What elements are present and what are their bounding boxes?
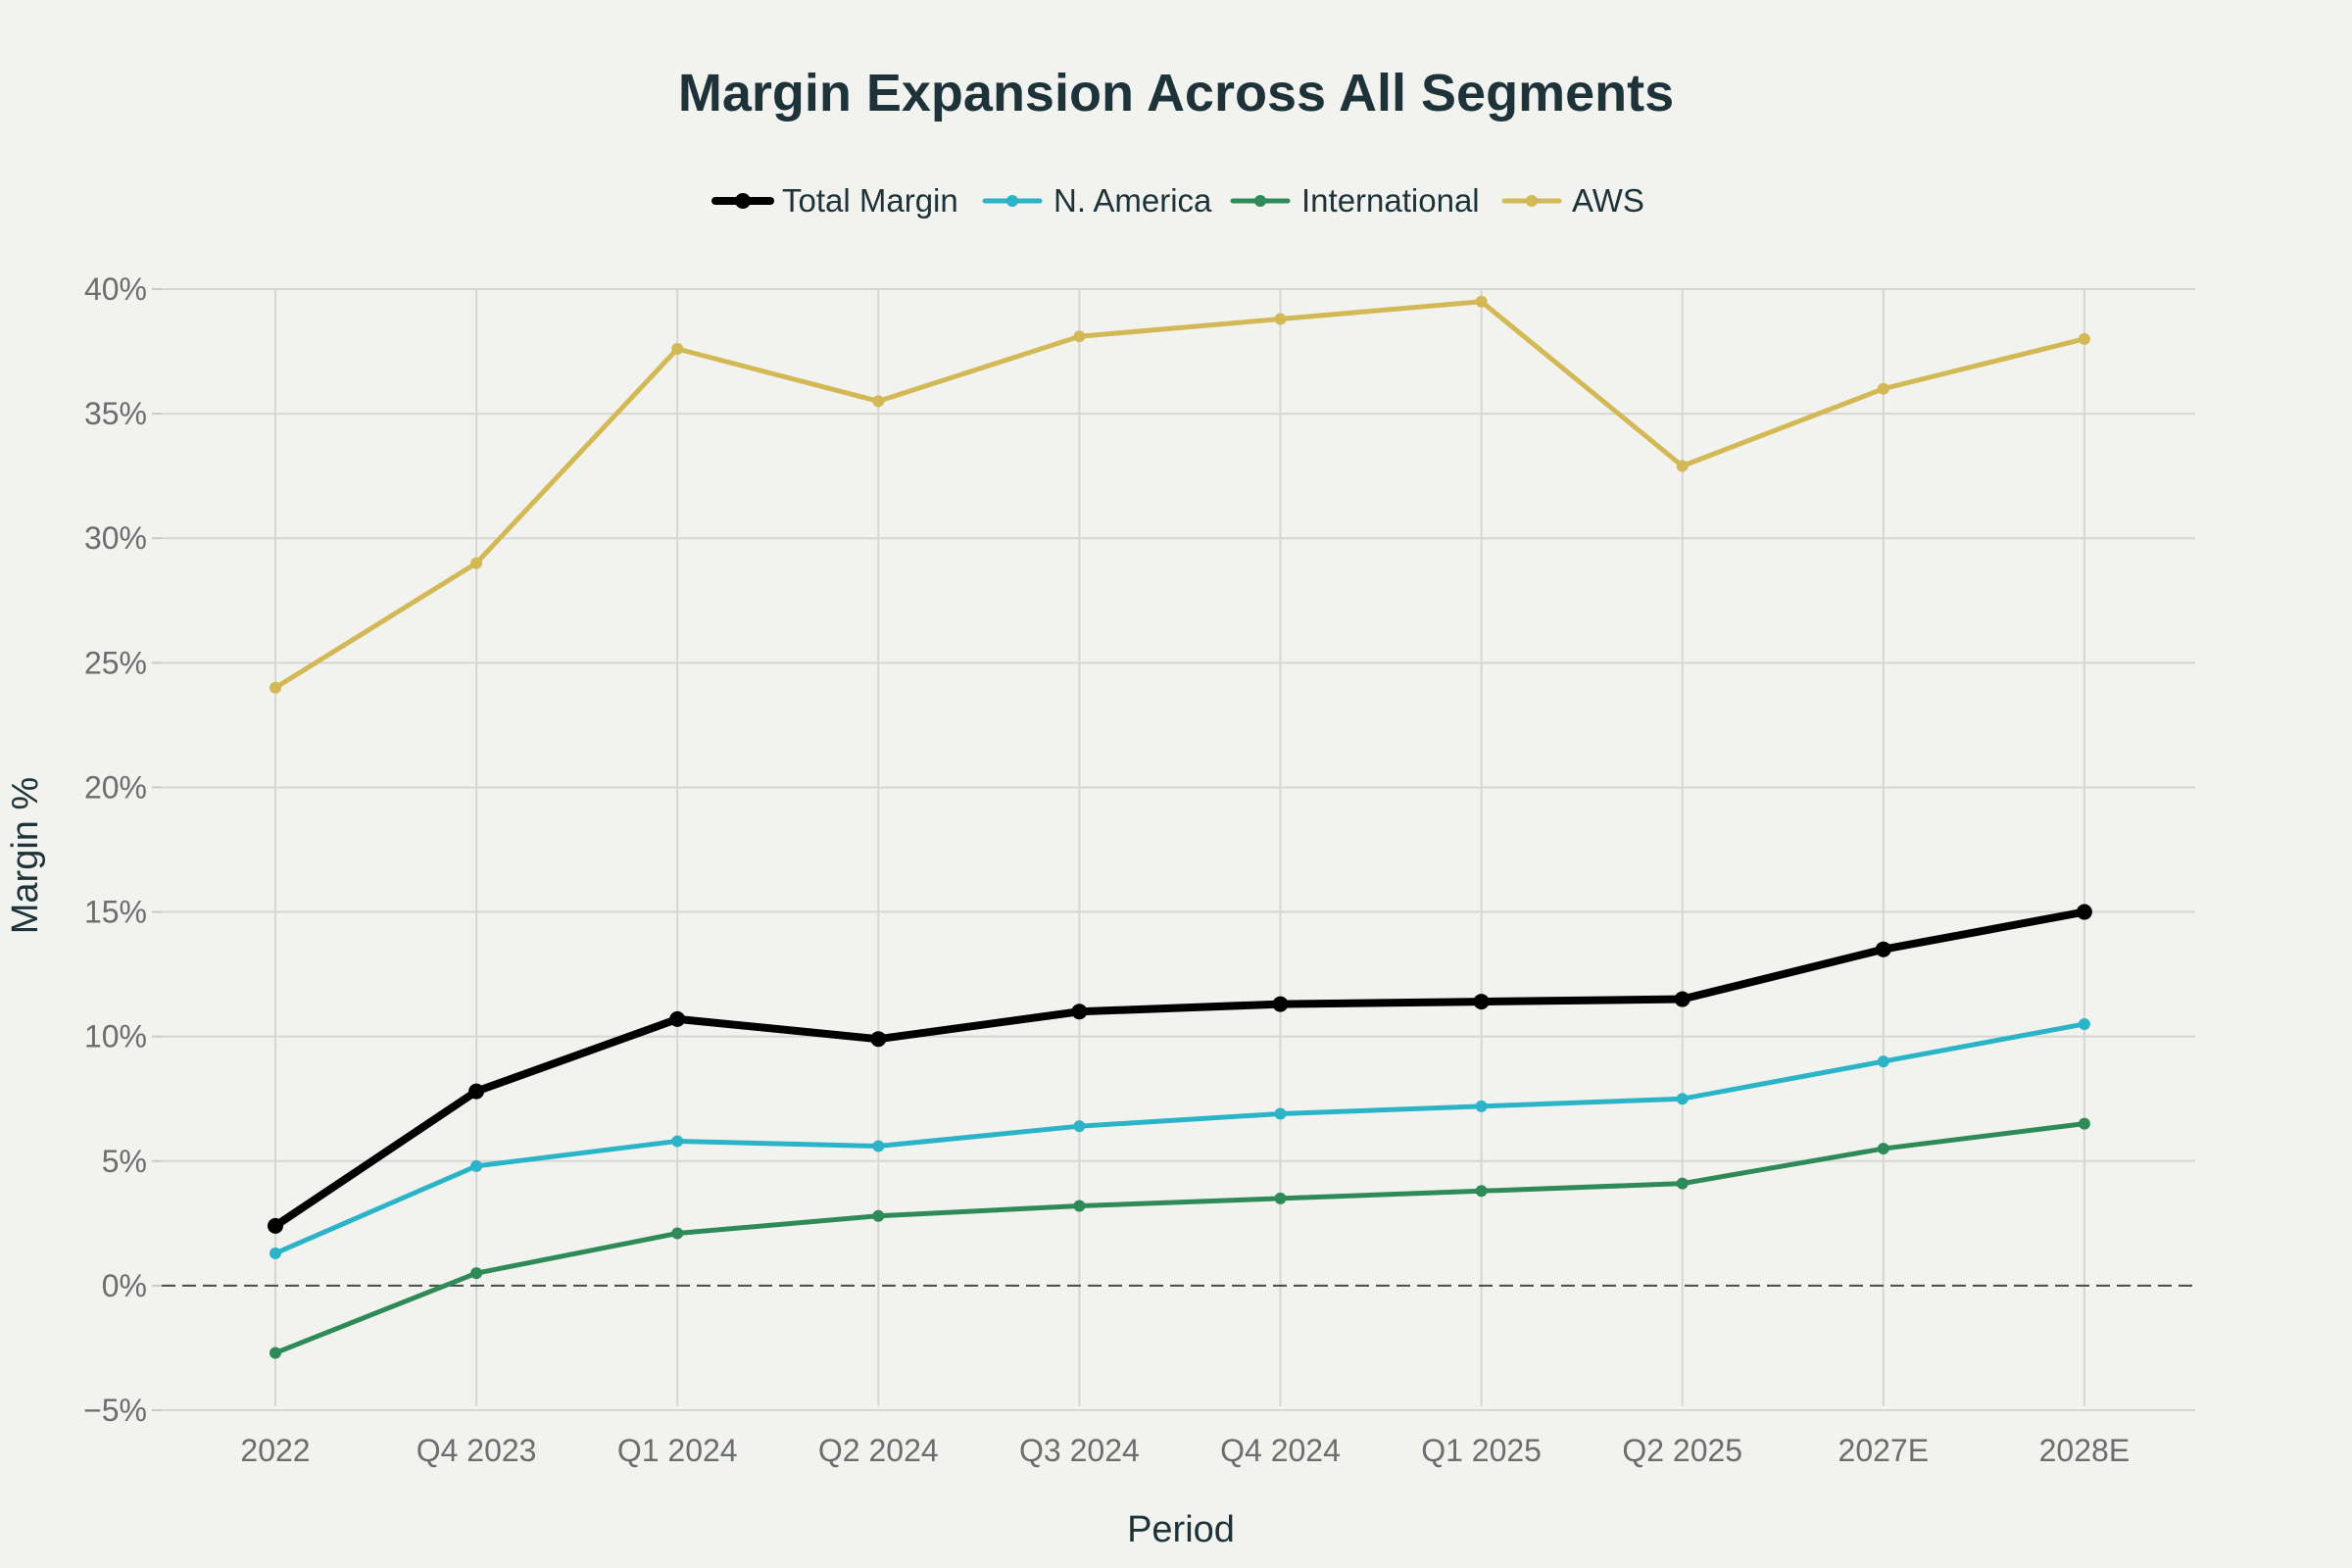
x-tick-label: Q2 2024 <box>818 1433 939 1468</box>
y-tick-label: 0% <box>102 1268 147 1303</box>
data-point <box>1272 996 1289 1012</box>
data-point <box>1475 1100 1488 1112</box>
data-point <box>1674 991 1690 1007</box>
y-tick-label: −5% <box>83 1393 147 1428</box>
y-tick-label: 25% <box>84 645 147 680</box>
series-line <box>272 299 2087 691</box>
legend-swatch-marker <box>1006 195 1018 207</box>
y-tick-label: 40% <box>84 271 147 307</box>
series-international <box>270 1117 2090 1359</box>
data-point <box>671 1227 684 1240</box>
legend-label: N. America <box>1054 182 1212 219</box>
data-point <box>2076 904 2092 920</box>
series-layer <box>268 295 2092 1359</box>
data-point <box>468 1083 485 1100</box>
legend-item: Total Margin <box>711 182 958 219</box>
data-point <box>1877 382 1889 395</box>
x-tick-label: Q1 2025 <box>1421 1433 1542 1468</box>
y-tick-label: 30% <box>84 520 147 556</box>
data-point <box>1071 1004 1088 1020</box>
x-tick-label: Q3 2024 <box>1019 1433 1140 1468</box>
y-axis-title: Margin % <box>5 777 46 935</box>
data-point <box>1877 1143 1889 1155</box>
y-tick-label: 15% <box>84 895 147 930</box>
data-point <box>671 343 684 356</box>
data-point <box>1473 994 1490 1010</box>
legend-item: N. America <box>982 182 1212 219</box>
series-line <box>271 907 2088 1230</box>
data-point <box>872 1140 885 1152</box>
data-point <box>1475 295 1488 308</box>
series-aws <box>270 295 2090 694</box>
data-point <box>872 1209 885 1222</box>
y-tick-label: 10% <box>84 1019 147 1054</box>
data-point <box>669 1010 686 1027</box>
x-axis: 2022 Q4 2023 Q1 2024 Q2 2024 Q3 2024 Q4 2024 Q… <box>240 1433 2130 1468</box>
grid <box>162 288 2195 1411</box>
data-point <box>1274 1192 1287 1204</box>
legend-item: International <box>1230 182 1480 219</box>
legend-label: International <box>1301 182 1480 219</box>
data-point <box>671 1135 684 1148</box>
data-point <box>268 1217 283 1234</box>
data-point <box>270 1347 281 1359</box>
series-line <box>272 1121 2087 1356</box>
data-point <box>1073 1200 1086 1212</box>
series-line <box>272 1021 2087 1256</box>
data-point <box>1875 941 1891 957</box>
legend-item: AWS <box>1501 182 1644 219</box>
data-point <box>270 681 281 694</box>
legend-swatch-marker <box>1254 195 1266 207</box>
x-tick-label: Q4 2024 <box>1220 1433 1341 1468</box>
data-point <box>2078 1017 2090 1030</box>
series-total-margin <box>268 904 2092 1234</box>
data-point <box>2078 1117 2090 1130</box>
legend: Total Margin N. America International AWS <box>711 182 1644 219</box>
data-point <box>2078 332 2090 345</box>
legend-swatch-marker <box>735 193 751 209</box>
x-tick-label: 2022 <box>240 1433 310 1468</box>
data-point <box>1676 1093 1689 1105</box>
data-point <box>1877 1055 1889 1068</box>
data-point <box>1073 1120 1086 1133</box>
data-point <box>470 1267 483 1280</box>
data-point <box>1676 1177 1689 1190</box>
series-n-america <box>270 1017 2090 1259</box>
x-tick-label: 2027E <box>1838 1433 1930 1468</box>
chart-title: Margin Expansion Across All Segments <box>678 64 1674 122</box>
y-tick-label: 5% <box>102 1144 147 1179</box>
data-point <box>1475 1185 1488 1198</box>
data-point <box>1274 1107 1287 1120</box>
data-point <box>1676 460 1689 472</box>
data-point <box>270 1247 281 1259</box>
y-axis: −5% 0% 5% 10% 15% 20% 25% 30% 35% 40% <box>83 271 162 1428</box>
legend-label: AWS <box>1572 182 1644 219</box>
x-tick-label: 2028E <box>2039 1433 2131 1468</box>
data-point <box>870 1031 887 1048</box>
data-point <box>470 557 483 569</box>
legend-label: Total Margin <box>782 182 958 219</box>
y-tick-label: 35% <box>84 396 147 431</box>
data-point <box>872 395 885 408</box>
data-point <box>470 1159 483 1172</box>
x-tick-label: Q4 2023 <box>416 1433 537 1468</box>
x-tick-label: Q2 2025 <box>1622 1433 1742 1468</box>
data-point <box>1073 330 1086 343</box>
legend-swatch-marker <box>1526 195 1538 207</box>
x-axis-title: Period <box>1127 1509 1235 1550</box>
y-tick-label: 20% <box>84 769 147 805</box>
data-point <box>1274 313 1287 325</box>
x-tick-label: Q1 2024 <box>617 1433 738 1468</box>
